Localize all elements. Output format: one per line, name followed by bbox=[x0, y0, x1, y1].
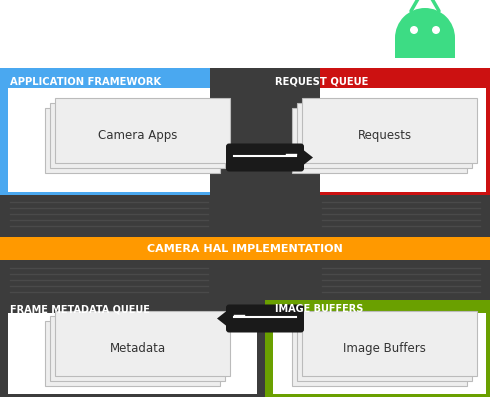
FancyBboxPatch shape bbox=[226, 143, 304, 172]
Circle shape bbox=[410, 26, 418, 34]
Bar bbox=[50, 316, 225, 381]
Polygon shape bbox=[217, 308, 231, 330]
Polygon shape bbox=[299, 146, 313, 168]
Bar bbox=[0, 68, 265, 195]
Bar bbox=[273, 88, 486, 192]
Bar bbox=[302, 311, 477, 376]
Bar bbox=[273, 313, 486, 394]
Text: IMAGE BUFFERS: IMAGE BUFFERS bbox=[275, 304, 364, 314]
Text: CAMERA HAL IMPLEMENTATION: CAMERA HAL IMPLEMENTATION bbox=[147, 243, 343, 254]
Bar bbox=[45, 108, 220, 173]
Text: REQUEST QUEUE: REQUEST QUEUE bbox=[275, 77, 368, 87]
FancyBboxPatch shape bbox=[226, 304, 304, 333]
Bar bbox=[8, 313, 257, 394]
Bar bbox=[0, 260, 490, 300]
Bar bbox=[297, 316, 472, 381]
Bar bbox=[55, 311, 230, 376]
Text: Metadata: Metadata bbox=[109, 342, 166, 355]
Text: Requests: Requests bbox=[357, 129, 412, 141]
Bar bbox=[45, 321, 220, 386]
Bar bbox=[55, 98, 230, 162]
Bar bbox=[292, 321, 467, 386]
Bar bbox=[395, 38, 455, 58]
Bar bbox=[0, 195, 490, 237]
Bar bbox=[0, 300, 265, 397]
Circle shape bbox=[432, 26, 440, 34]
Text: Camera Apps: Camera Apps bbox=[98, 129, 177, 141]
Bar bbox=[0, 237, 490, 260]
Text: APPLICATION FRAMEWORK: APPLICATION FRAMEWORK bbox=[10, 77, 161, 87]
Text: FRAME METADATA QUEUE: FRAME METADATA QUEUE bbox=[10, 304, 150, 314]
Bar bbox=[297, 102, 472, 168]
Bar bbox=[265, 68, 490, 195]
Wedge shape bbox=[395, 8, 455, 38]
Bar bbox=[302, 98, 477, 162]
Bar bbox=[265, 300, 490, 397]
Bar bbox=[50, 102, 225, 168]
Bar bbox=[210, 68, 320, 237]
Text: Image Buffers: Image Buffers bbox=[343, 342, 426, 355]
Bar bbox=[292, 108, 467, 173]
Bar bbox=[8, 88, 257, 192]
